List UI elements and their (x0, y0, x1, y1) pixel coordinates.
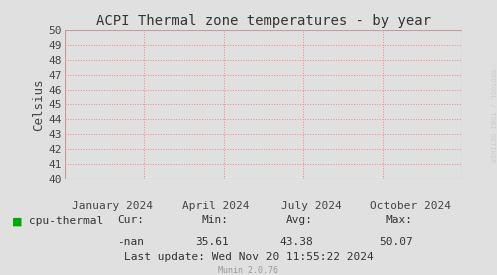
Text: Min:: Min: (202, 215, 229, 225)
Text: 35.61: 35.61 (195, 237, 229, 247)
Text: October 2024: October 2024 (370, 201, 451, 211)
Text: July 2024: July 2024 (281, 201, 341, 211)
Y-axis label: Celsius: Celsius (33, 78, 46, 131)
Text: Munin 2.0.76: Munin 2.0.76 (219, 266, 278, 274)
Text: -nan: -nan (117, 237, 144, 247)
Text: Cur:: Cur: (117, 215, 144, 225)
Text: Max:: Max: (386, 215, 413, 225)
Text: 50.07: 50.07 (379, 237, 413, 247)
Text: Last update: Wed Nov 20 11:55:22 2024: Last update: Wed Nov 20 11:55:22 2024 (124, 252, 373, 262)
Text: 43.38: 43.38 (279, 237, 313, 247)
Text: ■: ■ (12, 216, 23, 226)
Title: ACPI Thermal zone temperatures - by year: ACPI Thermal zone temperatures - by year (96, 14, 431, 28)
Text: Avg:: Avg: (286, 215, 313, 225)
Text: cpu-thermal: cpu-thermal (29, 216, 103, 226)
Text: January 2024: January 2024 (72, 201, 153, 211)
Text: April 2024: April 2024 (182, 201, 249, 211)
Text: RRDTOOL / TOBI OETIKER: RRDTOOL / TOBI OETIKER (489, 69, 495, 162)
